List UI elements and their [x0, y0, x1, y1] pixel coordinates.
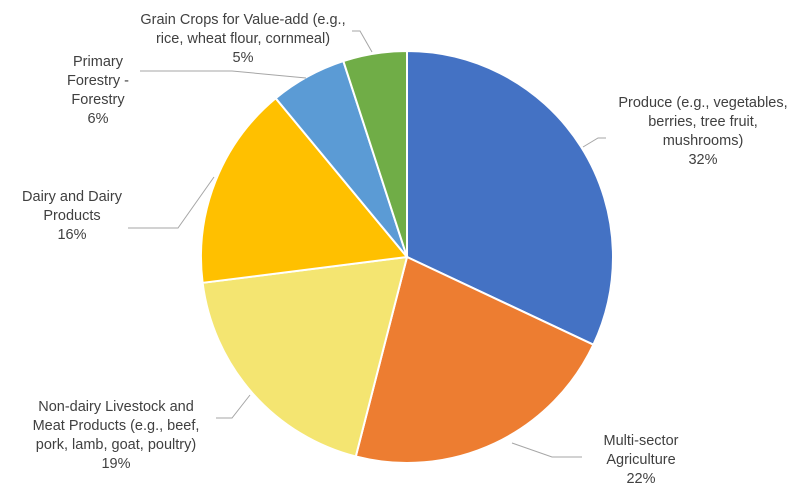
leader-line-livestock: [216, 394, 251, 419]
leader-line-multi-sector: [511, 442, 582, 458]
slice-percent: 32%: [688, 152, 718, 168]
pie-slice-grain: [342, 49, 408, 258]
pie-slice-dairy: [200, 96, 409, 284]
pie-slice-livestock: [201, 255, 409, 458]
slice-label-line: Dairy and Dairy: [22, 189, 122, 205]
slice-label-multi-sector: Multi-sector Agriculture 22%: [586, 432, 696, 489]
leader-line-forestry: [140, 70, 307, 79]
slice-label-line: berries, tree fruit,: [648, 114, 758, 130]
slice-label-line: Meat Products (e.g., beef,: [32, 418, 200, 434]
slice-label-livestock: Non-dairy Livestock and Meat Products (e…: [18, 398, 214, 474]
slice-label-line: pork, lamb, goat, poultry): [35, 437, 197, 453]
slice-label-line: Agriculture: [606, 452, 676, 468]
slice-label-line: Grain Crops for Value-add (e.g.,: [140, 12, 346, 28]
leader-line-dairy: [128, 176, 215, 229]
slice-label-grain: Grain Crops for Value-add (e.g., rice, w…: [118, 11, 368, 68]
slice-percent: 6%: [87, 111, 109, 127]
slice-label-forestry: Primary Forestry - Forestry 6%: [56, 53, 140, 129]
slice-label-line: Forestry: [71, 92, 125, 108]
pie-slice-multi-sector: [354, 255, 595, 464]
slice-label-line: Products: [43, 208, 101, 224]
slice-label-line: Primary: [73, 54, 123, 70]
slice-percent: 22%: [626, 471, 656, 487]
slice-label-line: Forestry -: [66, 73, 130, 89]
slice-label-line: Multi-sector: [603, 433, 679, 449]
slice-label-line: rice, wheat flour, cornmeal): [155, 31, 331, 47]
pie-slice-produce: [406, 49, 614, 347]
slice-label-dairy: Dairy and Dairy Products 16%: [8, 188, 136, 245]
leader-line-grain: [352, 30, 373, 53]
slice-label-line: mushrooms): [662, 133, 744, 149]
slice-percent: 19%: [101, 456, 131, 472]
slice-label-produce: Produce (e.g., vegetables, berries, tree…: [603, 94, 803, 170]
leader-line-produce: [582, 137, 606, 148]
slice-percent: 16%: [57, 227, 87, 243]
slice-label-line: Produce (e.g., vegetables,: [618, 95, 788, 111]
slice-percent: 5%: [232, 50, 254, 66]
slice-label-line: Non-dairy Livestock and: [38, 399, 194, 415]
